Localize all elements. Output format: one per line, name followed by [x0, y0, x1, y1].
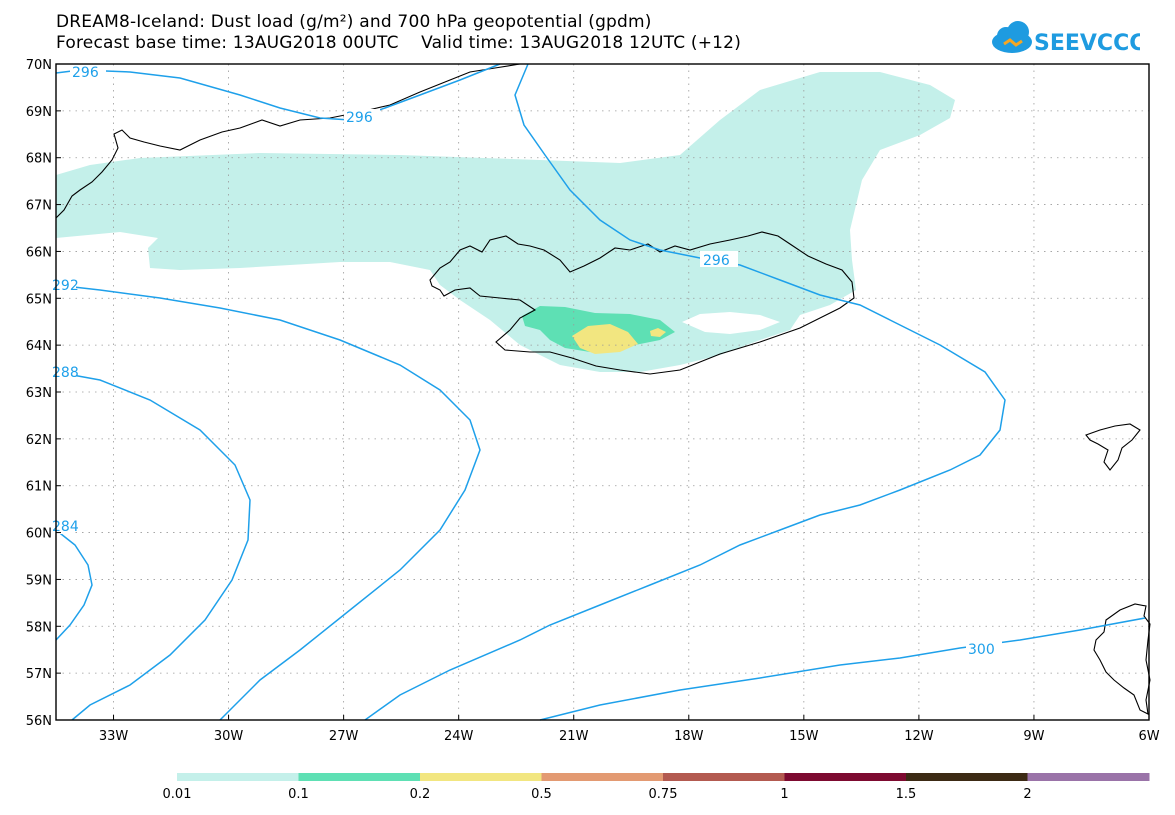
- longitude-label: 9W: [1023, 729, 1044, 744]
- geopotential-contours: [55, 63, 1146, 721]
- dust-load-shading: [56, 72, 955, 372]
- dust-area-0.01: [56, 72, 955, 372]
- cloud-icon: [992, 21, 1032, 53]
- latitude-label: 61N: [26, 480, 52, 495]
- colorbar-swatch: [541, 773, 664, 781]
- colorbar-tick-label: 0.01: [163, 787, 192, 802]
- longitude-label: 12W: [904, 729, 934, 744]
- contour-label: 284: [52, 519, 79, 535]
- seevccc-logo: SEEVCCC: [992, 21, 1140, 56]
- colorbar-swatch: [784, 773, 907, 781]
- colorbar-tick-label: 0.5: [531, 787, 552, 802]
- colorbar-tick-label: 2: [1023, 787, 1031, 802]
- longitude-label: 24W: [444, 729, 474, 744]
- colorbar-tick-label: 1: [780, 787, 788, 802]
- latitude-label: 69N: [26, 105, 52, 120]
- colorbar-tick-label: 1.5: [896, 787, 917, 802]
- latitude-label: 70N: [26, 58, 52, 73]
- logo-text: SEEVCCC: [1034, 31, 1140, 56]
- latitude-label: 68N: [26, 152, 52, 167]
- dust-area-0.2b: [650, 328, 666, 337]
- colorbar-swatch: [663, 773, 785, 781]
- contour-labels: 296 296 296 292 288 284 300: [52, 63, 1002, 658]
- contour-label: 300: [968, 642, 995, 658]
- longitude-label: 33W: [99, 729, 129, 744]
- longitude-label: 27W: [329, 729, 359, 744]
- colorbar-swatch: [1027, 773, 1150, 781]
- contour-296-north: [55, 63, 501, 121]
- dust-gap: [682, 312, 780, 334]
- contour-300: [539, 617, 1146, 721]
- map-title-line1: DREAM8-Iceland: Dust load (g/m²) and 700…: [56, 12, 652, 32]
- colorbar: 0.01 0.1 0.2 0.5 0.75 1 1.5 2: [163, 773, 1150, 802]
- map-title-line2: Forecast base time: 13AUG2018 00UTC Vali…: [56, 33, 742, 53]
- longitude-label: 18W: [674, 729, 704, 744]
- faroe-islands: [1085, 423, 1141, 471]
- contour-label: 296: [703, 253, 730, 269]
- latitude-label: 65N: [26, 292, 52, 307]
- greenland-coast: [55, 63, 521, 219]
- latitude-label: 67N: [26, 199, 52, 214]
- contour-label: 292: [52, 278, 79, 294]
- contour-284: [55, 529, 93, 641]
- latitude-label: 57N: [26, 667, 52, 682]
- longitude-label: 21W: [559, 729, 589, 744]
- iceland-coast: [429, 231, 855, 375]
- latitude-label: 62N: [26, 433, 52, 448]
- contour-label: 296: [72, 65, 99, 81]
- colorbar-swatch: [906, 773, 1028, 781]
- graticule: [56, 64, 1149, 720]
- longitude-labels: 33W 30W 27W 24W 21W 18W 15W 12W 9W 6W: [99, 715, 1160, 744]
- colorbar-swatch: [177, 773, 299, 781]
- longitude-label: 6W: [1138, 729, 1159, 744]
- dust-area-0.2: [572, 324, 638, 354]
- colorbar-swatch: [420, 773, 542, 781]
- contour-288: [55, 371, 251, 721]
- latitude-label: 63N: [26, 386, 52, 401]
- colorbar-swatch: [298, 773, 421, 781]
- latitude-label: 66N: [26, 245, 52, 260]
- latitude-label: 56N: [26, 714, 52, 729]
- contour-label: 296: [346, 110, 373, 126]
- contour-label: 288: [52, 365, 79, 381]
- colorbar-tick-label: 0.2: [410, 787, 431, 802]
- scotland-coast: [1093, 603, 1151, 715]
- colorbar-tick-label: 0.75: [649, 787, 678, 802]
- longitude-label: 15W: [789, 729, 819, 744]
- colorbar-tick-label: 0.1: [288, 787, 309, 802]
- longitude-label: 30W: [214, 729, 244, 744]
- latitude-label: 64N: [26, 339, 52, 354]
- latitude-label: 58N: [26, 620, 52, 635]
- contour-292: [55, 284, 481, 721]
- coastlines: [55, 63, 1151, 715]
- contour-296-main: [364, 63, 1006, 721]
- latitude-label: 59N: [26, 573, 52, 588]
- latitude-labels: 70N 69N 68N 67N 66N 65N 64N 63N 62N 61N 60N 59N 58N 5…: [26, 58, 61, 729]
- latitude-label: 60N: [26, 527, 52, 542]
